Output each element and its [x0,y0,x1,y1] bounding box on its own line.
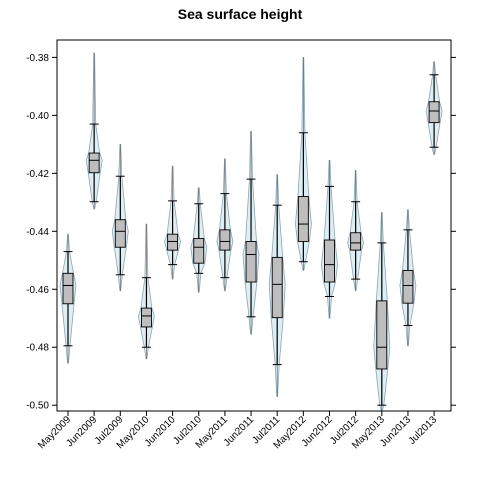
box [271,256,283,319]
plot-frame [56,39,452,412]
y-tick-label: -0.42 [26,169,49,180]
box [193,238,205,264]
box [219,229,231,251]
y-axis-right [451,56,456,406]
box [167,233,179,251]
chart-title: Sea surface height [178,6,303,22]
box [297,196,309,242]
y-axis: -0.38 -0.40 -0.42 -0.44 -0.46 -0.48 -0.50 [26,53,57,412]
y-tick-label: -0.46 [26,285,49,296]
x-tick-label: Jul2013 [407,414,440,447]
x-axis: May2009Jun2009Jul2009May2010Jun2010Jul20… [36,411,440,451]
box [140,307,152,328]
box [62,272,74,305]
box [114,219,126,248]
y-tick-label: -0.40 [26,111,49,122]
box [245,240,257,283]
box-layer [62,101,440,370]
box [350,232,362,251]
box [376,300,388,370]
box [402,269,414,304]
y-tick-label: -0.44 [26,227,49,238]
box [428,101,440,124]
box [88,152,100,174]
box [324,239,335,283]
y-tick-label: -0.38 [26,53,49,64]
y-tick-label: -0.50 [26,401,49,412]
y-tick-label: -0.48 [26,343,49,354]
